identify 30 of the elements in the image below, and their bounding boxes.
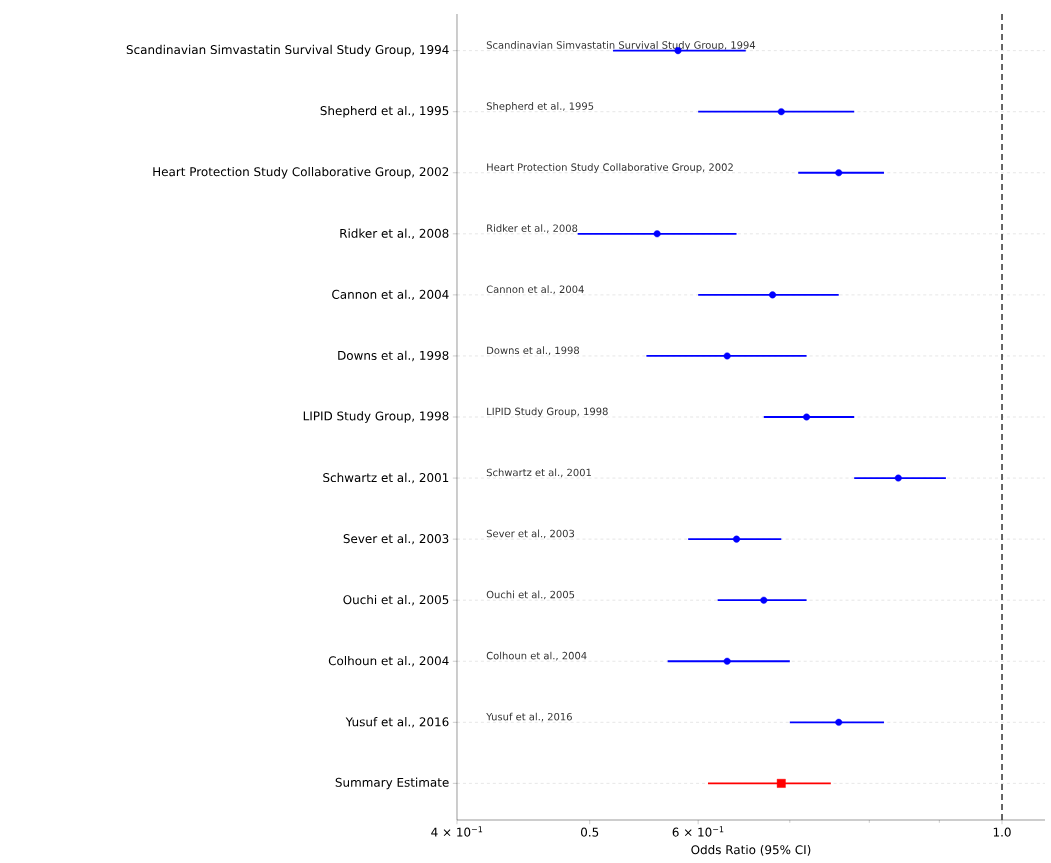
y-tick-label: Downs et al., 1998 xyxy=(338,350,449,362)
y-tick-label: Ouchi et al., 2005 xyxy=(343,594,449,606)
y-tick-label: Heart Protection Study Collaborative Group, 2002 xyxy=(153,166,449,179)
y-tick-label: Summary Estimate xyxy=(335,777,449,790)
x-tick-label: 0.5 xyxy=(581,827,599,837)
y-tick-label: Ridker et al., 2008 xyxy=(340,228,449,240)
y-tick-label: Scandinavian Simvastatin Survival Study Group, 1994 xyxy=(126,44,449,57)
annotation: Schwartz et al., 2001 xyxy=(486,468,591,478)
y-tick-label: Schwartz et al., 2001 xyxy=(323,472,449,484)
annotation: Heart Protection Study Collaborative Group, 2002 xyxy=(487,163,733,173)
annotation: Ridker et al., 2008 xyxy=(487,224,578,233)
annotation: LIPID Study Group, 1998 xyxy=(487,407,608,418)
annotation: Yusuf et al., 2016 xyxy=(486,712,572,722)
y-tick-label: Sever et al., 2003 xyxy=(343,533,449,545)
y-tick-label: LIPID Study Group, 1998 xyxy=(303,411,449,423)
annotation: Scandinavian Simvastatin Survival Study Group, 1994 xyxy=(486,41,756,51)
x-tick-label: 4 × 10$^{−1}$ xyxy=(431,826,483,837)
y-tick-label: Colhoun et al., 2004 xyxy=(328,656,449,667)
y-tick-label: Yusuf et al., 2016 xyxy=(345,717,449,728)
y-tick-label: Cannon et al., 2004 xyxy=(332,289,449,301)
annotation: Sever et al., 2003 xyxy=(486,529,575,539)
annotation: Ouchi et al., 2005 xyxy=(486,590,575,600)
annotation: Cannon et al., 2004 xyxy=(486,285,584,295)
x-tick-label: 6 × 10$^{−1}$ xyxy=(672,826,724,837)
annotation: Shepherd et al., 1995 xyxy=(486,102,594,112)
x-tick-label: 1.0 xyxy=(993,827,1011,837)
annotation: Downs et al., 1998 xyxy=(487,346,580,356)
y-tick-label: Shepherd et al., 1995 xyxy=(320,105,449,118)
x-axis-title: Odds Ratio (95% CI) xyxy=(691,844,811,856)
annotation: Colhoun et al., 2004 xyxy=(486,651,587,661)
